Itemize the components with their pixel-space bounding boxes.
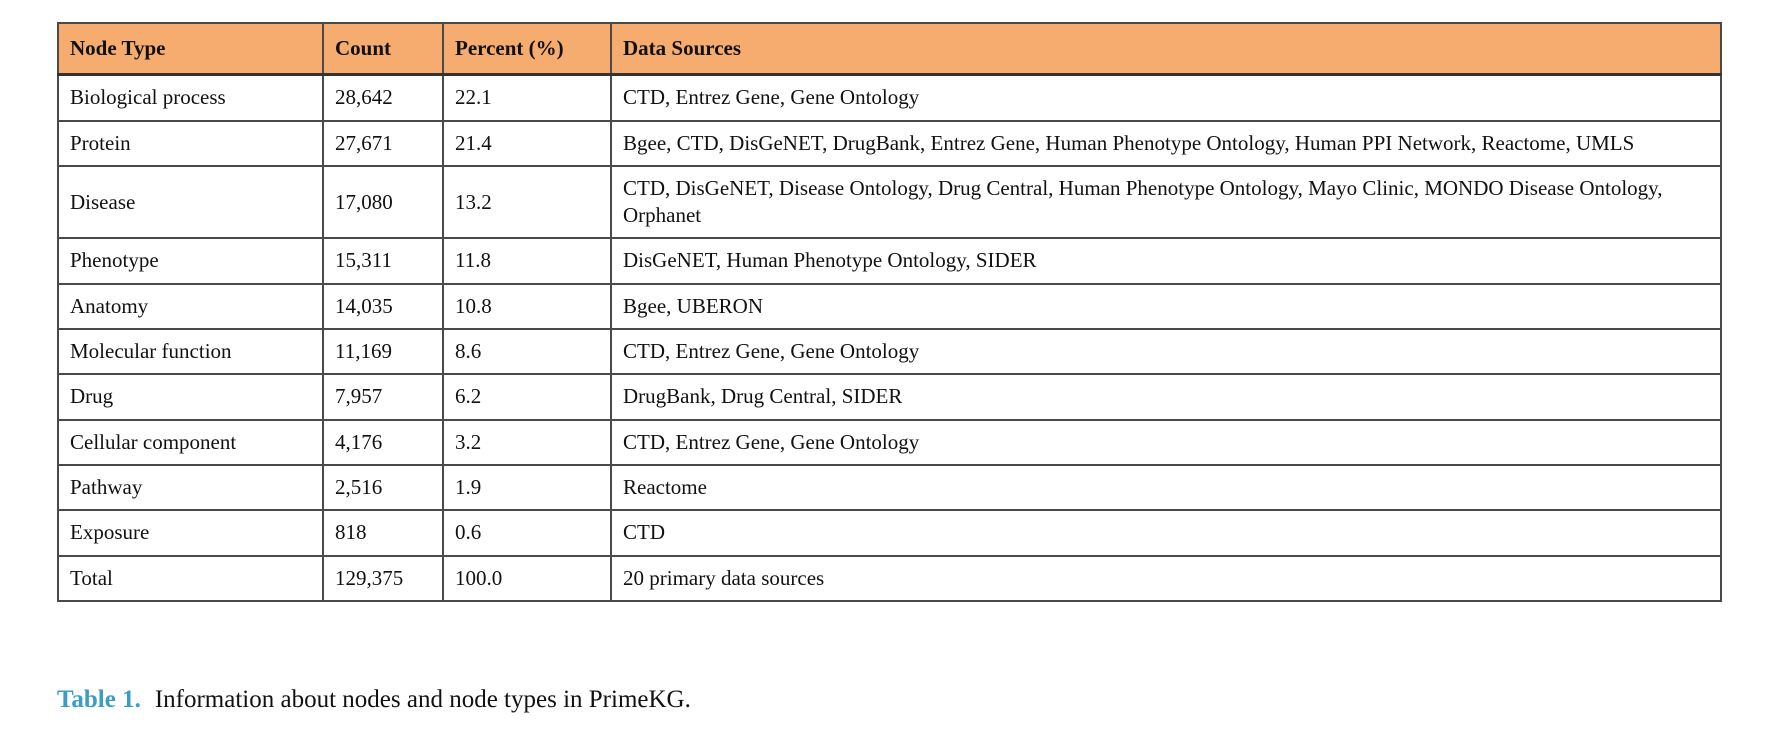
column-header-count: Count (322, 22, 444, 77)
cell-data-sources: 20 primary data sources (610, 554, 1722, 602)
table-row: Drug 7,957 6.2 DrugBank, Drug Central, S… (57, 373, 1722, 421)
table-row: Protein 27,671 21.4 Bgee, CTD, DisGeNET,… (57, 119, 1722, 167)
cell-count: 7,957 (322, 373, 444, 421)
cell-data-sources: CTD, Entrez Gene, Gene Ontology (610, 328, 1722, 376)
table-caption: Table 1. Information about nodes and node… (57, 684, 691, 717)
cell-count: 15,311 (322, 237, 444, 285)
cell-data-sources: CTD (610, 509, 1722, 557)
table-row: Phenotype 15,311 11.8 DisGeNET, Human Ph… (57, 237, 1722, 285)
column-header-data-sources: Data Sources (610, 22, 1722, 77)
cell-percent: 10.8 (442, 282, 612, 331)
cell-node-type: Phenotype (57, 237, 324, 285)
cell-count: 129,375 (322, 554, 444, 602)
cell-data-sources: DisGeNET, Human Phenotype Ontology, SIDE… (610, 237, 1722, 285)
cell-node-type: Anatomy (57, 282, 324, 331)
cell-count: 11,169 (322, 328, 444, 376)
cell-percent: 8.6 (442, 328, 612, 376)
cell-percent: 6.2 (442, 373, 612, 421)
table-caption-text: Information about nodes and node types i… (154, 686, 691, 713)
cell-percent: 13.2 (442, 164, 612, 240)
cell-count: 27,671 (322, 119, 444, 167)
table-header-row: Node Type Count Percent (%) Data Sources (57, 22, 1722, 77)
cell-percent: 11.8 (442, 237, 612, 285)
cell-data-sources: DrugBank, Drug Central, SIDER (610, 373, 1722, 421)
cell-percent: 0.6 (442, 509, 612, 557)
cell-data-sources: CTD, Entrez Gene, Gene Ontology (610, 418, 1722, 466)
cell-count: 2,516 (322, 463, 444, 512)
table-row: Exposure 818 0.6 CTD (57, 509, 1722, 557)
cell-count: 4,176 (322, 418, 444, 466)
cell-data-sources: CTD, DisGeNET, Disease Ontology, Drug Ce… (610, 164, 1722, 240)
cell-percent: 3.2 (442, 418, 612, 466)
table-row: Anatomy 14,035 10.8 Bgee, UBERON (57, 282, 1722, 331)
table-row: Molecular function 11,169 8.6 CTD, Entre… (57, 328, 1722, 376)
cell-percent: 22.1 (442, 73, 612, 122)
cell-count: 17,080 (322, 164, 444, 240)
table-caption-label: Table 1. (57, 686, 141, 713)
table-row: Cellular component 4,176 3.2 CTD, Entrez… (57, 418, 1722, 466)
table-row: Disease 17,080 13.2 CTD, DisGeNET, Disea… (57, 164, 1722, 240)
cell-data-sources: Reactome (610, 463, 1722, 512)
node-types-table: Node Type Count Percent (%) Data Sources… (57, 22, 1722, 602)
cell-node-type: Biological process (57, 73, 324, 122)
cell-percent: 21.4 (442, 119, 612, 167)
cell-percent: 1.9 (442, 463, 612, 512)
column-header-percent: Percent (%) (442, 22, 612, 77)
cell-node-type: Protein (57, 119, 324, 167)
cell-node-type: Disease (57, 164, 324, 240)
cell-node-type: Molecular function (57, 328, 324, 376)
table-body: Biological process 28,642 22.1 CTD, Entr… (57, 73, 1722, 602)
cell-data-sources: Bgee, UBERON (610, 282, 1722, 331)
cell-count: 28,642 (322, 73, 444, 122)
cell-node-type: Cellular component (57, 418, 324, 466)
cell-percent: 100.0 (442, 554, 612, 602)
table-row: Pathway 2,516 1.9 Reactome (57, 463, 1722, 512)
cell-node-type: Total (57, 554, 324, 602)
table-row: Total 129,375 100.0 20 primary data sour… (57, 554, 1722, 602)
column-header-node-type: Node Type (57, 22, 324, 77)
cell-data-sources: Bgee, CTD, DisGeNET, DrugBank, Entrez Ge… (610, 119, 1722, 167)
cell-node-type: Pathway (57, 463, 324, 512)
table-header: Node Type Count Percent (%) Data Sources (57, 22, 1722, 77)
table-row: Biological process 28,642 22.1 CTD, Entr… (57, 73, 1722, 122)
cell-node-type: Drug (57, 373, 324, 421)
cell-node-type: Exposure (57, 509, 324, 557)
cell-count: 14,035 (322, 282, 444, 331)
cell-count: 818 (322, 509, 444, 557)
cell-data-sources: CTD, Entrez Gene, Gene Ontology (610, 73, 1722, 122)
